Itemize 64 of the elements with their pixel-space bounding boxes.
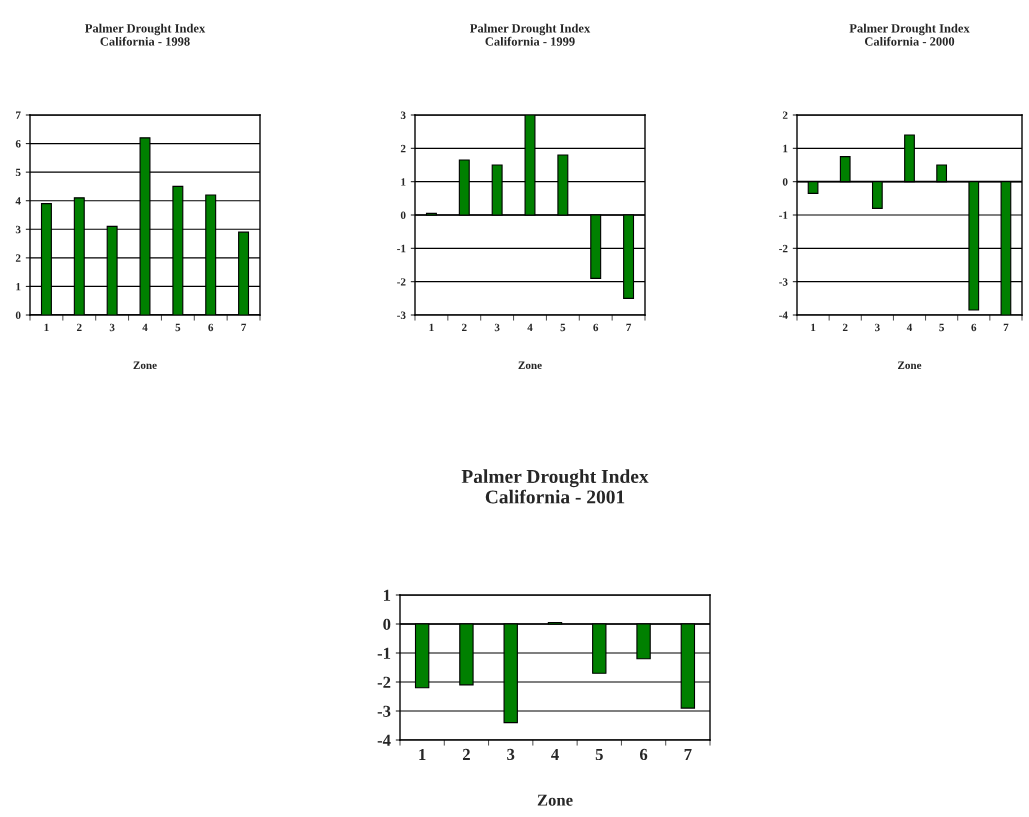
- y-tick-label: 0: [782, 178, 788, 186]
- x-tick-label: 5: [595, 748, 603, 761]
- x-tick-label: 7: [626, 323, 632, 332]
- y-tick-label: 1: [401, 178, 406, 186]
- y-tick-label: -3: [779, 278, 788, 286]
- x-tick-label: 1: [419, 748, 426, 760]
- x-axis-title: Zone: [518, 361, 542, 370]
- x-tick-label: 3: [109, 323, 115, 332]
- x-tick-label: 1: [429, 323, 434, 332]
- y-tick-label: -3: [397, 311, 406, 319]
- x-tick-label: 6: [639, 748, 648, 761]
- y-tick-label: 1: [783, 144, 788, 153]
- y-tick-label: 3: [15, 225, 21, 234]
- y-tick-label: 2: [15, 254, 21, 262]
- x-tick-label: 5: [175, 323, 181, 332]
- y-tick-label: 4: [15, 197, 21, 205]
- y-tick-label: -3: [377, 705, 391, 717]
- chart-title: Palmer Drought Index California - 1999: [470, 23, 591, 46]
- x-tick-label: 2: [461, 323, 467, 332]
- x-tick-label: 5: [939, 323, 945, 332]
- y-tick-label: 0: [15, 311, 21, 319]
- y-tick-label: 3: [400, 111, 406, 119]
- x-tick-label: 4: [527, 323, 533, 332]
- x-tick-label: 4: [906, 323, 913, 332]
- x-tick-label: 6: [971, 323, 977, 332]
- y-tick-label: -1: [397, 244, 406, 253]
- x-tick-label: 2: [462, 748, 470, 760]
- y-tick-label: 0: [383, 618, 391, 630]
- x-tick-label: 3: [875, 323, 880, 332]
- x-tick-label: 4: [142, 323, 148, 332]
- y-tick-label: 7: [16, 111, 21, 119]
- y-tick-label: 1: [16, 282, 21, 291]
- x-tick-label: 1: [44, 323, 49, 332]
- y-tick-label: -4: [377, 734, 391, 746]
- chart-title: Palmer Drought Index California - 2000: [849, 23, 970, 46]
- y-tick-label: 2: [782, 111, 788, 119]
- x-tick-label: 6: [208, 323, 214, 332]
- x-tick-label: 5: [560, 323, 566, 332]
- y-tick-label: -4: [779, 311, 788, 319]
- x-tick-label: 1: [811, 323, 816, 332]
- y-tick-label: -1: [377, 647, 391, 659]
- y-tick-label: -2: [377, 676, 391, 688]
- x-tick-label: 3: [507, 748, 515, 761]
- x-tick-label: 6: [593, 323, 599, 332]
- x-tick-label: 3: [494, 323, 500, 332]
- x-tick-label: 4: [551, 748, 559, 760]
- y-tick-label: -2: [779, 244, 788, 253]
- x-axis-title: Zone: [133, 361, 157, 370]
- chart-title: Palmer Drought Index California - 1998: [85, 23, 206, 46]
- x-tick-label: 2: [842, 323, 848, 332]
- y-tick-label: -1: [779, 211, 788, 219]
- x-tick-label: 7: [684, 748, 692, 760]
- y-tick-label: 2: [400, 144, 406, 153]
- x-tick-label: 7: [1003, 323, 1009, 332]
- y-tick-label: 6: [15, 140, 21, 148]
- x-axis-title: Zone: [537, 794, 573, 806]
- x-tick-label: 7: [241, 323, 247, 332]
- chart-title: Palmer Drought Index California - 2001: [461, 469, 649, 504]
- y-tick-label: 1: [383, 589, 391, 601]
- y-tick-label: 0: [400, 211, 406, 219]
- y-tick-label: 5: [15, 168, 21, 177]
- x-tick-label: 2: [76, 323, 82, 332]
- y-tick-label: -2: [397, 278, 406, 286]
- x-axis-title: Zone: [897, 361, 922, 370]
